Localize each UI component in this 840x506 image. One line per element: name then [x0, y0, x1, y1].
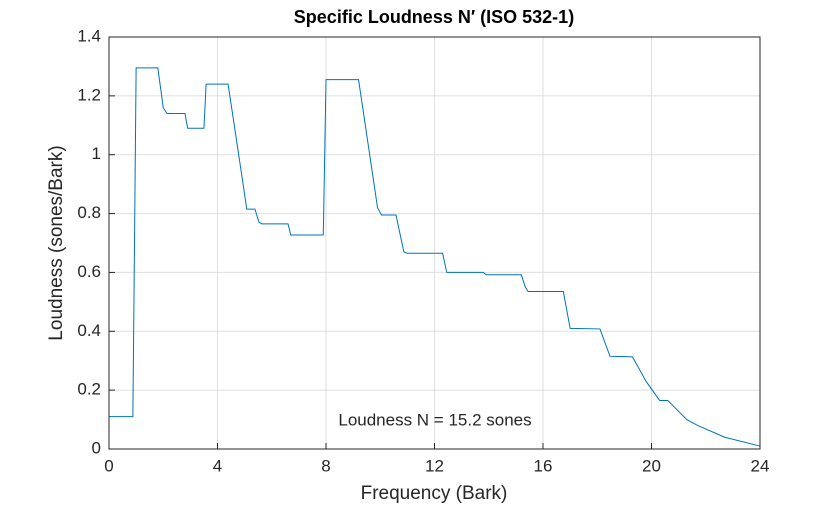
y-tick-label: 1.2	[77, 85, 101, 104]
annotation: Loudness N = 15.2 sones	[338, 410, 531, 429]
x-tick-label: 4	[213, 456, 222, 475]
x-tick-label: 24	[751, 456, 770, 475]
x-tick-label: 0	[104, 456, 113, 475]
y-tick-label: 1	[92, 144, 101, 163]
x-axis-label: Frequency (Bark)	[361, 483, 508, 504]
y-tick-label: 0	[92, 438, 101, 457]
x-tick-label: 8	[321, 456, 330, 475]
x-tick-label: 16	[534, 456, 553, 475]
y-tick-label: 0.2	[77, 380, 101, 399]
chart-title: Specific Loudness N′ (ISO 532-1)	[294, 7, 574, 27]
y-tick-label: 0.6	[77, 262, 101, 281]
y-tick-label: 1.4	[77, 26, 101, 45]
y-axis-label: Loudness (sones/Bark)	[46, 145, 67, 340]
y-tick-label: 0.8	[77, 203, 101, 222]
y-tick-label: 0.4	[77, 321, 101, 340]
line	[109, 67, 761, 447]
plot	[109, 67, 761, 447]
x-tick-label: 20	[642, 456, 661, 475]
x-tick-label: 12	[425, 456, 444, 475]
